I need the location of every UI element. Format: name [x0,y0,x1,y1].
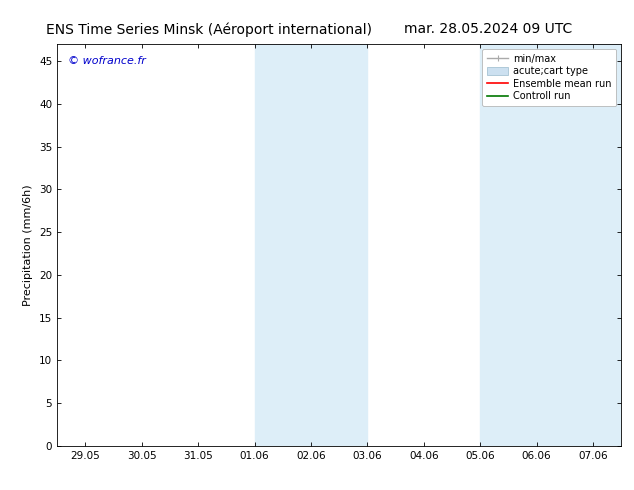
Legend: min/max, acute;cart type, Ensemble mean run, Controll run: min/max, acute;cart type, Ensemble mean … [482,49,616,106]
Bar [255,44,368,446]
Bar [481,44,621,446]
Text: ENS Time Series Minsk (Aéroport international): ENS Time Series Minsk (Aéroport internat… [46,22,372,37]
Text: mar. 28.05.2024 09 UTC: mar. 28.05.2024 09 UTC [404,22,573,36]
Text: © wofrance.fr: © wofrance.fr [68,56,146,66]
Y-axis label: Precipitation (mm/6h): Precipitation (mm/6h) [23,184,34,306]
